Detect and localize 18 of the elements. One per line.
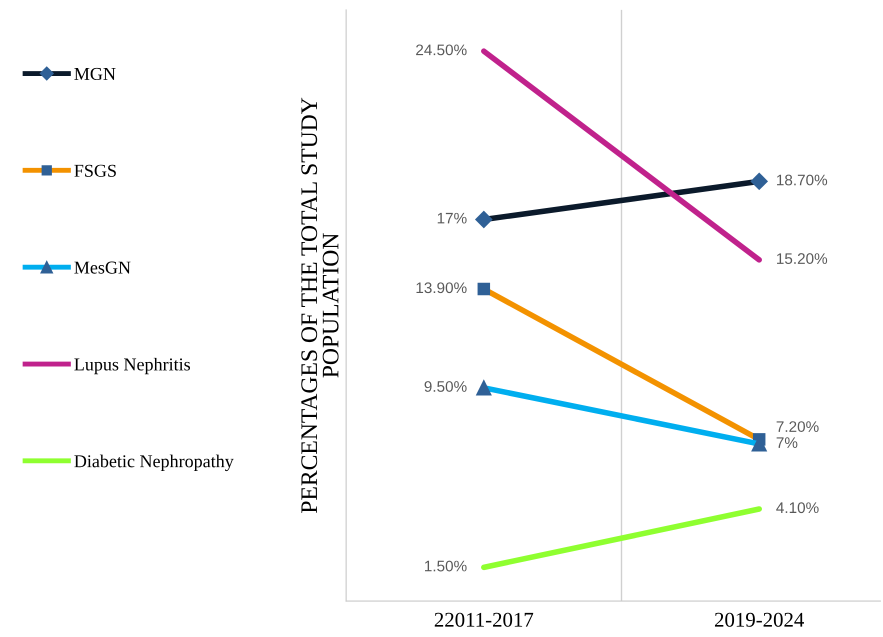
data-label: 7% (776, 437, 798, 448)
legend-label: MGN (74, 68, 116, 80)
x-tick-label: 22011-2017 (434, 612, 534, 627)
legend-label: Lupus Nephritis (74, 358, 190, 374)
y-axis-title: PERCENTAGES OF THE TOTAL STUDY POPULATION (301, 98, 339, 513)
data-label: 7.20% (776, 421, 819, 432)
data-label: 17% (438, 212, 467, 224)
data-label: 13.90% (416, 282, 467, 294)
data-label: 9.50% (424, 381, 467, 392)
data-label: 15.20% (777, 253, 828, 264)
legend-label: MesGN (74, 262, 131, 274)
legend-label: FSGS (74, 164, 116, 177)
data-label: 24.50% (416, 44, 467, 56)
data-label: 18.70% (777, 174, 828, 186)
data-label: 4.10% (776, 502, 819, 514)
x-tick-label: 2019-2024 (714, 612, 804, 627)
legend-label: Diabetic Nephropathy (74, 454, 234, 472)
data-label: 1.50% (425, 560, 467, 572)
